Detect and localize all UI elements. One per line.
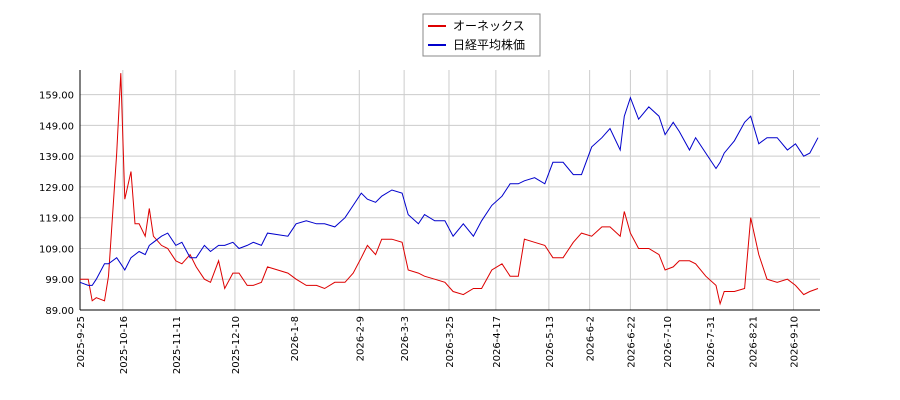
x-tick-label: 2026-9-10 [789,316,800,368]
legend-box [422,13,541,57]
x-tick-label: 2026-6-2 [586,316,597,361]
x-tick-label: 2026-8-21 [749,316,760,368]
x-tick-label: 2026-7-10 [663,316,674,368]
series-line [79,96,819,286]
x-tick-label: 2026-3-25 [445,316,456,368]
x-tick-label: 2026-1-8 [290,316,301,361]
x-tick-label: 2026-4-17 [492,316,503,368]
y-tick-label: 159.00 [39,91,74,102]
x-tick-label: 2026-3-3 [400,316,411,361]
x-tick-label: 2025-12-10 [231,316,242,374]
y-tick-label: 129.00 [39,183,74,194]
legend-label: 日経平均株価 [453,37,525,52]
y-tick-label: 139.00 [39,152,74,163]
x-tick-label: 2026-5-13 [545,316,556,368]
y-tick-label: 89.00 [45,306,74,317]
x-tick-label: 2025-10-16 [119,316,130,374]
y-tick-label: 99.00 [45,275,74,286]
x-tick-label: 2025-11-11 [172,316,183,374]
x-tick-label: 2026-2-9 [355,316,366,361]
series-line [80,73,819,306]
x-tick-label: 2025-9-25 [76,316,87,368]
x-tick-label: 2026-7-31 [706,316,717,368]
y-tick-label: 119.00 [39,214,74,225]
legend-label: オーネックス [453,19,525,33]
y-tick-label: 149.00 [39,121,74,132]
x-tick-label: 2026-6-22 [626,316,637,368]
y-tick-label: 109.00 [39,244,74,255]
